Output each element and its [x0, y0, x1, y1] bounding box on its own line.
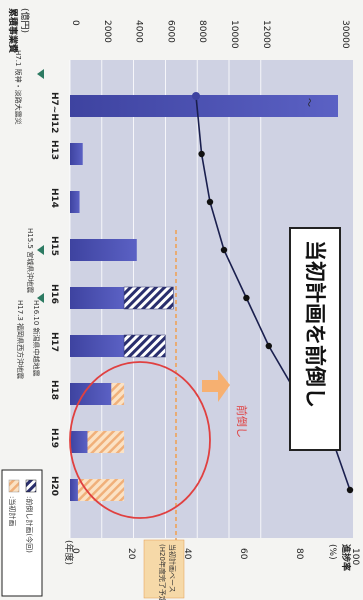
category-label: H13 — [49, 140, 59, 160]
bar-original-segment — [77, 479, 125, 501]
y-left-tick-label: 30000 — [340, 20, 350, 49]
reference-line-label-box — [143, 539, 185, 599]
y-left-axis-label: 累積事業費 — [7, 8, 19, 53]
bar — [70, 383, 112, 405]
bar-original-segment — [111, 383, 125, 405]
bar-original-segment — [87, 431, 125, 453]
y-left-tick-label: 6000 — [165, 20, 175, 43]
bars — [70, 95, 338, 501]
category-label: H7~H12 — [49, 92, 59, 133]
y-left-tick-label: 4000 — [134, 20, 144, 43]
category-labels: H7~H12 H13 H14 H15 H16 H17 H18 H19 H20 — [49, 92, 59, 496]
reference-line-label: 当初計画ベース — [168, 544, 177, 593]
axis-ticks: 0 2000 4000 6000 8000 10000 12000 30000 0 20 40 60 8… — [70, 20, 360, 565]
bar — [70, 143, 83, 165]
bar — [70, 479, 78, 501]
axis-break-mark: 〜 — [303, 98, 313, 107]
legend-label-original: :当初計画 — [8, 496, 17, 526]
progress-point — [206, 198, 214, 206]
bar — [70, 431, 88, 453]
progress-point — [265, 342, 272, 350]
y-left-tick-label: 2000 — [102, 20, 112, 43]
bar-revised-segment — [123, 334, 166, 358]
category-label: H14 — [49, 188, 59, 208]
progress-point — [192, 92, 200, 100]
bar — [70, 287, 125, 309]
y-left-tick-label: 10000 — [229, 20, 239, 49]
legend-label-revised: :前倒し計画(今回) — [25, 496, 34, 553]
highlight-ellipse — [69, 361, 211, 519]
event-marker-triangle — [37, 293, 44, 303]
legend-swatch-revised — [25, 479, 37, 493]
category-label: H18 — [49, 380, 59, 400]
event-marker-triangle — [37, 69, 44, 79]
category-label: H17 — [49, 332, 59, 352]
axis-break-mark: 〜 — [9, 40, 19, 49]
y-left-axis-unit: (億円) — [19, 8, 31, 33]
progress-point — [220, 246, 228, 254]
event-markers: H7.1 阪神・淡路大震災 H16.10 新潟県中越地震 H17.3 福岡県西方沖地… — [14, 50, 44, 379]
y-right-axis-label: 進捗率 — [340, 544, 352, 571]
legend-swatch-original — [8, 479, 20, 493]
bar-H7-H12 — [70, 95, 338, 117]
annotation-text: 前倒し — [235, 405, 249, 438]
bar — [70, 191, 80, 213]
event-label: H17.3 福岡県西方沖地震 — [16, 300, 25, 379]
y-right-tick-label: 20 — [126, 548, 136, 560]
event-label: H15.5 宮城県沖地震 — [26, 228, 35, 293]
progress-point — [346, 486, 354, 494]
bar-revised-segment — [123, 286, 174, 310]
y-right-tick-label: 60 — [238, 548, 248, 560]
legend: :前倒し計画(今回) :当初計画 — [1, 469, 43, 597]
bar — [70, 335, 125, 357]
x-axis-unit: (年度) — [63, 540, 75, 565]
bar — [70, 239, 137, 261]
chart-title: 当初計画を前倒し — [303, 240, 327, 408]
annotation-arrow — [202, 370, 230, 402]
title-box — [289, 227, 341, 451]
y-right-tick-label: 100 — [350, 548, 360, 565]
category-label: H15 — [49, 236, 59, 256]
progress-point — [198, 150, 205, 158]
y-left-tick-label: 0 — [70, 20, 80, 26]
event-label: H16.10 新潟県中越地震 — [32, 300, 41, 377]
category-label: H20 — [49, 476, 59, 496]
y-right-tick-label: 80 — [294, 548, 304, 560]
y-right-tick-label: 40 — [182, 548, 192, 560]
category-label: H16 — [49, 284, 59, 304]
category-label: H19 — [49, 428, 59, 448]
y-right-tick-label: 0 — [70, 548, 80, 554]
y-left-tick-label: 8000 — [197, 20, 207, 43]
y-right-axis-unit: (%) — [327, 544, 337, 560]
reference-line-label-2: (H20年度完了予定) — [158, 544, 167, 600]
event-label: H7.1 阪神・淡路大震災 — [14, 50, 23, 125]
event-marker-triangle — [37, 245, 44, 255]
progress-point — [243, 294, 250, 302]
y-left-tick-label: 12000 — [261, 20, 271, 49]
